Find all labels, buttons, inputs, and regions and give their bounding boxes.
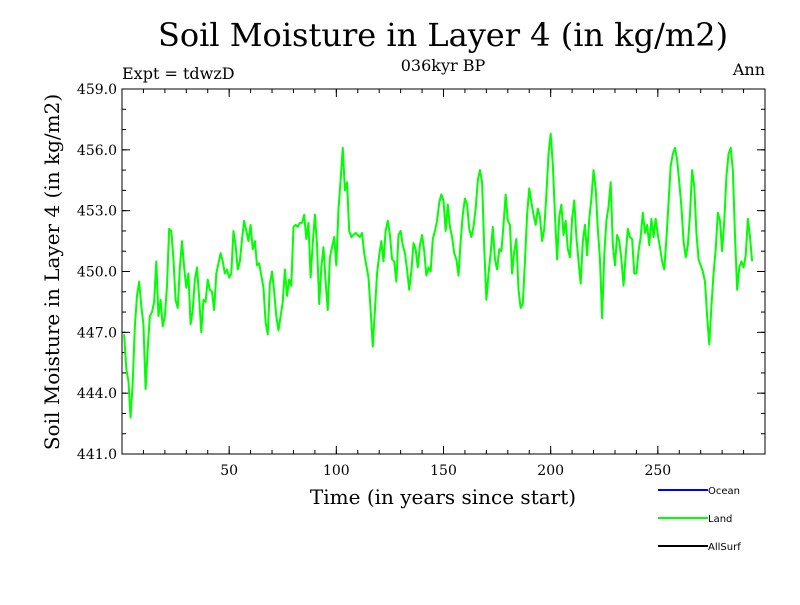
y-tick-label: 456.0 <box>77 143 117 159</box>
x-tick-label: 250 <box>644 463 671 479</box>
plot-border <box>121 88 766 455</box>
y-tick-label: 441.0 <box>77 447 117 463</box>
x-tick-label: 200 <box>537 463 564 479</box>
series-layer <box>123 132 754 419</box>
chart-title: Soil Moisture in Layer 4 (in kg/m2) <box>158 16 728 54</box>
plot-frame <box>121 88 766 455</box>
x-axis-label: Time (in years since start) <box>310 485 576 509</box>
x-tick-label: 150 <box>430 463 457 479</box>
legend-label-ocean: Ocean <box>708 486 740 497</box>
season-label: Ann <box>732 60 765 79</box>
x-tick-label: 100 <box>323 463 350 479</box>
x-tick-label: 50 <box>220 463 238 479</box>
chart-subtitle: 036kyr BP <box>401 56 486 75</box>
legend-label-land: Land <box>708 514 732 525</box>
y-tick-label: 447.0 <box>77 325 117 341</box>
x-axis: 50 100 150 200 250 <box>142 89 745 479</box>
y-axis-label: Soil Moisture in Layer 4 (in kg/m2) <box>40 94 64 450</box>
y-tick-label: 459.0 <box>77 82 117 98</box>
legend: Ocean Land AllSurf <box>658 486 741 553</box>
series-line-land <box>123 132 754 419</box>
y-tick-label: 453.0 <box>77 204 117 220</box>
legend-label-allsurf: AllSurf <box>708 542 741 553</box>
y-tick-label: 450.0 <box>77 265 117 281</box>
y-axis: 441.0 444.0 447.0 450.0 453.0 456.0 459.0 <box>77 82 765 463</box>
y-tick-label: 444.0 <box>77 386 117 402</box>
experiment-label: Expt = tdwzD <box>122 64 235 83</box>
